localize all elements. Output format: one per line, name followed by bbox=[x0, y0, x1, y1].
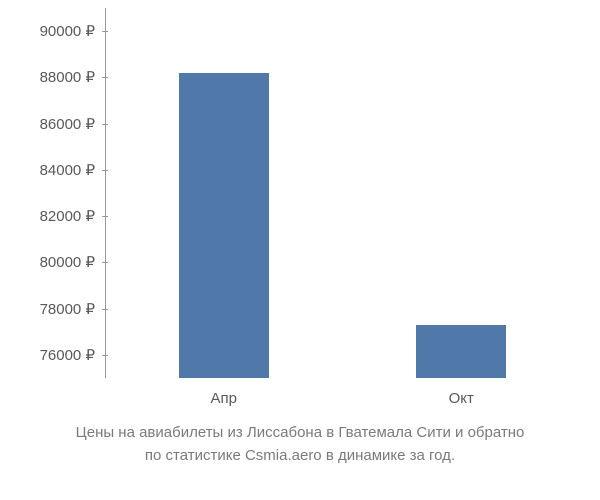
y-tick-label: 76000 ₽ bbox=[40, 346, 95, 364]
y-tick-label: 80000 ₽ bbox=[40, 253, 95, 271]
x-axis: Апр Окт bbox=[105, 378, 580, 408]
bar bbox=[416, 325, 506, 378]
y-axis-line bbox=[105, 8, 106, 378]
y-tick-label: 82000 ₽ bbox=[40, 207, 95, 225]
x-tick-label: Апр bbox=[211, 390, 237, 407]
bar bbox=[179, 73, 269, 378]
y-tick-label: 88000 ₽ bbox=[40, 68, 95, 86]
x-tick-label: Окт bbox=[449, 390, 474, 407]
caption-line-2: по статистике Csmia.aero в динамике за г… bbox=[0, 445, 600, 468]
y-tick-label: 86000 ₽ bbox=[40, 115, 95, 133]
y-axis: 76000 ₽ 78000 ₽ 80000 ₽ 82000 ₽ 84000 ₽ 86000… bbox=[0, 8, 100, 378]
chart-container: 76000 ₽ 78000 ₽ 80000 ₽ 82000 ₽ 84000 ₽ 86000… bbox=[0, 0, 600, 500]
y-tick-label: 90000 ₽ bbox=[40, 22, 95, 40]
chart-caption: Цены на авиабилеты из Лиссабона в Гватем… bbox=[0, 422, 600, 467]
y-tick-label: 78000 ₽ bbox=[40, 300, 95, 318]
y-tick-label: 84000 ₽ bbox=[40, 161, 95, 179]
caption-line-1: Цены на авиабилеты из Лиссабона в Гватем… bbox=[0, 422, 600, 445]
plot-area bbox=[105, 8, 580, 378]
